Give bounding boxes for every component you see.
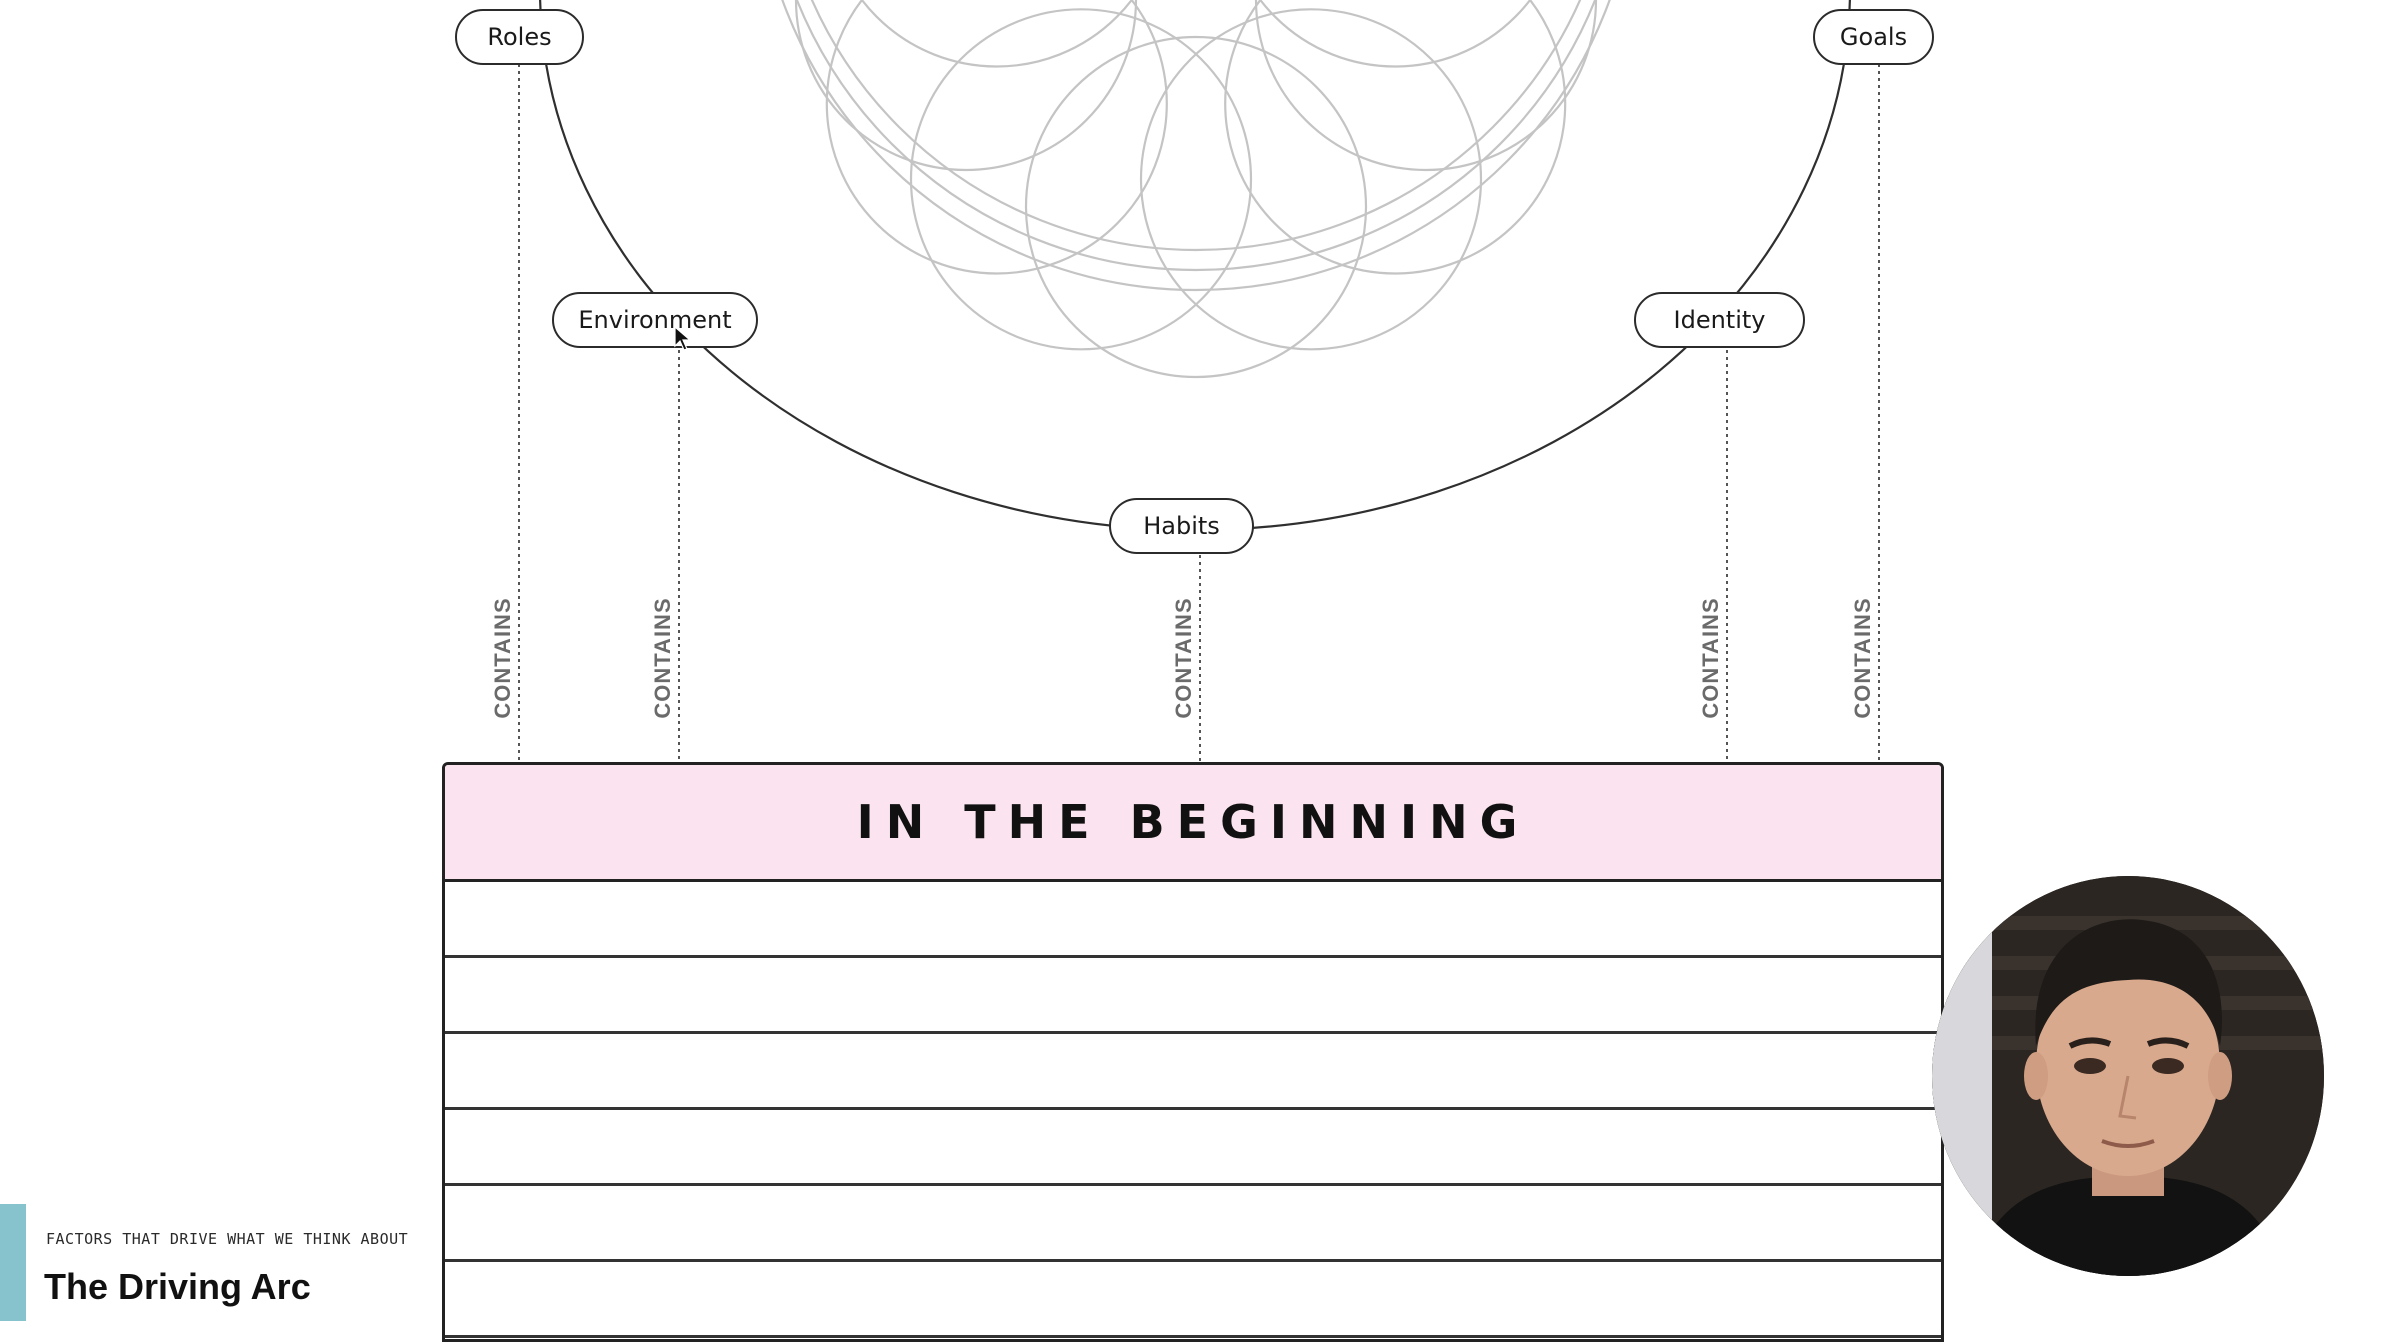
in-the-beginning-table: IN THE BEGINNING <box>442 762 1944 1342</box>
table-row[interactable] <box>445 1110 1941 1186</box>
pattern-circle <box>1139 8 1483 351</box>
pattern-circle <box>825 0 1168 275</box>
caption-accent-bar <box>0 1204 26 1321</box>
table-row[interactable] <box>445 1262 1941 1338</box>
pattern-circle <box>909 8 1253 351</box>
pattern-circle <box>781 0 1611 291</box>
pattern-circle <box>794 0 1138 172</box>
node-roles[interactable]: Roles <box>455 9 584 65</box>
caption-kicker: FACTORS THAT DRIVE WHAT WE THINK ABOUT <box>46 1230 409 1248</box>
pattern-circle <box>1224 0 1567 275</box>
pattern-circle <box>1024 35 1368 379</box>
node-identity[interactable]: Identity <box>1634 292 1805 348</box>
node-habits[interactable]: Habits <box>1109 498 1254 554</box>
table-row[interactable] <box>445 1186 1941 1262</box>
pattern-circle <box>1259 0 1532 68</box>
node-environment[interactable]: Environment <box>552 292 758 348</box>
node-goals[interactable]: Goals <box>1813 9 1934 65</box>
table-header: IN THE BEGINNING <box>445 765 1941 882</box>
mouse-cursor-icon <box>674 326 692 351</box>
table-row[interactable] <box>445 958 1941 1034</box>
overlapping-circles-pattern <box>781 0 1611 379</box>
table-row[interactable] <box>445 1034 1941 1110</box>
caption-title: The Driving Arc <box>44 1266 311 1307</box>
pattern-circle <box>810 0 1582 251</box>
table-row[interactable] <box>445 882 1941 958</box>
driving-arc-curve <box>539 0 1851 532</box>
contains-connectors <box>518 64 1880 762</box>
pattern-circle <box>795 0 1597 271</box>
pattern-circle <box>860 0 1133 68</box>
pattern-circle <box>1254 0 1598 172</box>
presenter-webcam <box>1932 876 2324 1276</box>
